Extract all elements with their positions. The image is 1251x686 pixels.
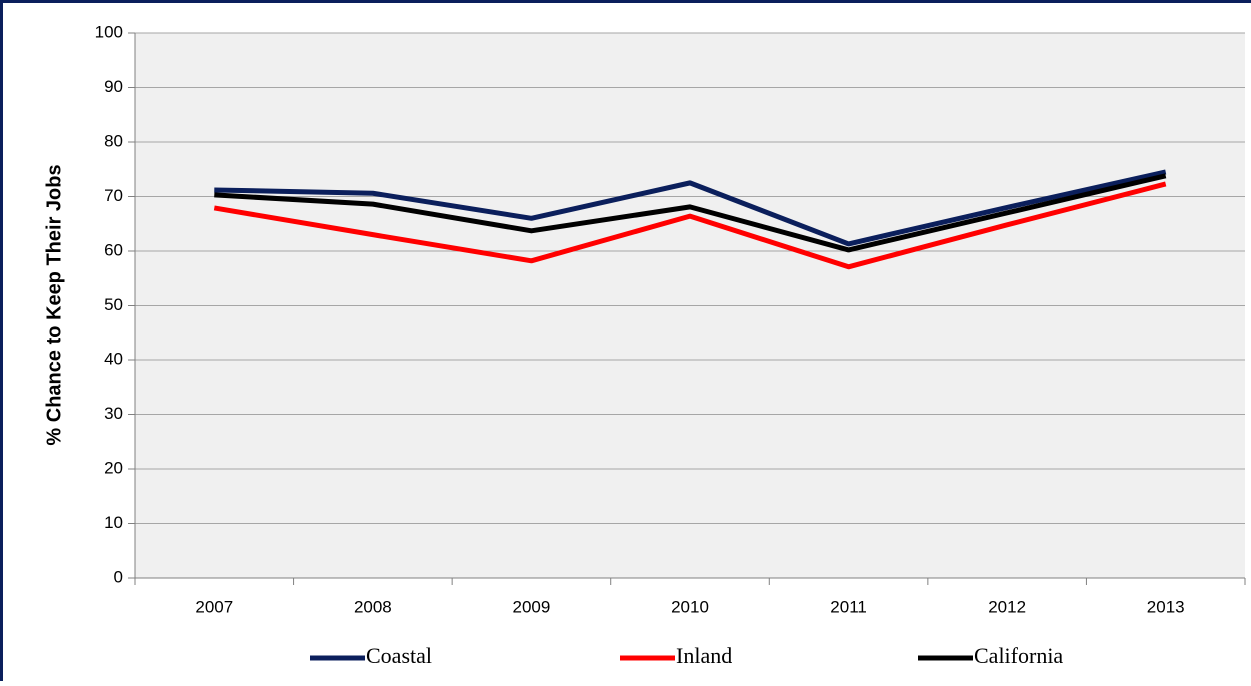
y-tick-label: 40 xyxy=(104,349,123,368)
legend-label: Coastal xyxy=(366,643,432,668)
legend-label: California xyxy=(974,643,1063,668)
y-tick-label: 100 xyxy=(95,22,123,41)
x-tick-label: 2011 xyxy=(830,597,867,616)
y-tick-label: 10 xyxy=(104,513,123,532)
x-tick-label: 2012 xyxy=(988,597,1026,616)
y-tick-label: 70 xyxy=(104,186,123,205)
y-tick-label: 0 xyxy=(114,567,123,586)
x-tick-label: 2007 xyxy=(195,597,233,616)
y-tick-label: 50 xyxy=(104,295,123,314)
y-tick-label: 60 xyxy=(104,240,123,259)
x-tick-label: 2010 xyxy=(671,597,709,616)
y-tick-label: 30 xyxy=(104,404,123,423)
y-tick-label: 80 xyxy=(104,131,123,150)
x-tick-label: 2009 xyxy=(513,597,551,616)
x-tick-label: 2013 xyxy=(1147,597,1185,616)
x-tick-label: 2008 xyxy=(354,597,392,616)
y-tick-label: 20 xyxy=(104,458,123,477)
y-axis-label: % Chance to Keep Their Jobs xyxy=(43,164,65,445)
y-tick-label: 90 xyxy=(104,77,123,96)
legend-label: Inland xyxy=(676,643,732,668)
